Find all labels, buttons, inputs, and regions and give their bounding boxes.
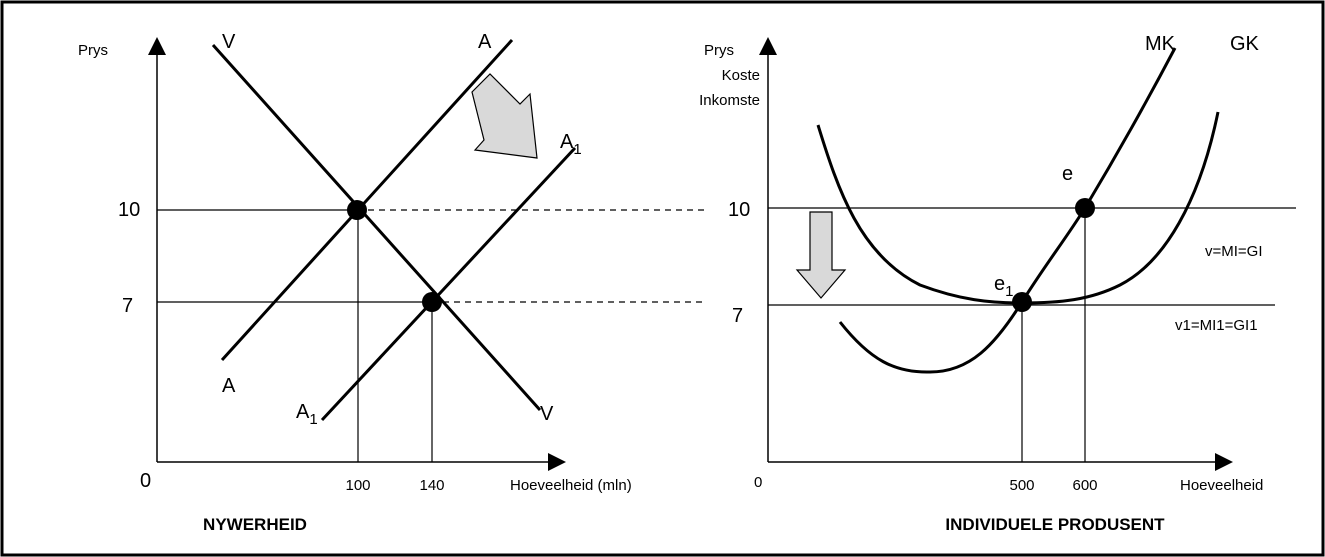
- y-axis-label: Inkomste: [699, 92, 760, 109]
- equilibrium-point: [1012, 292, 1032, 312]
- equilibrium-point: [347, 200, 367, 220]
- y-axis-label: Prys: [78, 42, 108, 59]
- shift-arrow: [471, 73, 538, 159]
- point-label: e1: [994, 273, 1013, 300]
- origin-label: 0: [754, 474, 762, 491]
- y-axis-label: Koste: [722, 67, 760, 84]
- price-label: 7: [122, 295, 133, 317]
- quantity-label: 500: [1009, 477, 1034, 494]
- origin-label: 0: [140, 470, 151, 492]
- curve-label: A1: [296, 401, 318, 428]
- chart-title: NYWERHEID: [203, 515, 307, 534]
- quantity-label: 600: [1072, 477, 1097, 494]
- demand-curve: [211, 43, 542, 412]
- curve-label: A1: [560, 131, 582, 158]
- producer-chart: Prys Koste Inkomste 0 10 7 500 600 Hoeve…: [699, 33, 1296, 534]
- equilibrium-point: [422, 292, 442, 312]
- x-axis-label: Hoeveelheid: [1180, 477, 1263, 494]
- curve-label: V: [222, 31, 236, 53]
- curve-label: V: [540, 403, 554, 425]
- y-axis-label: Prys: [704, 42, 734, 59]
- chart-title: INDIVIDUELE PRODUSENT: [945, 515, 1165, 534]
- price-line-label: v1=MI1=GI1: [1175, 317, 1258, 334]
- price-label: 10: [118, 199, 140, 221]
- supply-curve-1: [320, 146, 577, 422]
- curve-label: A: [478, 31, 492, 53]
- price-line-label: v=MI=GI: [1205, 243, 1263, 260]
- curve-label: MK: [1145, 33, 1176, 55]
- shift-arrow: [795, 211, 847, 299]
- industry-chart: Prys 0 10 7 100 140 Hoeveelheid (mln) NY…: [78, 31, 705, 534]
- supply-curve: [220, 38, 514, 362]
- equilibrium-point: [1075, 198, 1095, 218]
- quantity-label: 100: [345, 477, 370, 494]
- curve-label: GK: [1230, 33, 1260, 55]
- price-label: 7: [732, 305, 743, 327]
- x-axis-label: Hoeveelheid (mln): [510, 477, 632, 494]
- point-label: e: [1062, 163, 1073, 185]
- curve-label: A: [222, 375, 236, 397]
- price-label: 10: [728, 199, 750, 221]
- quantity-label: 140: [419, 477, 444, 494]
